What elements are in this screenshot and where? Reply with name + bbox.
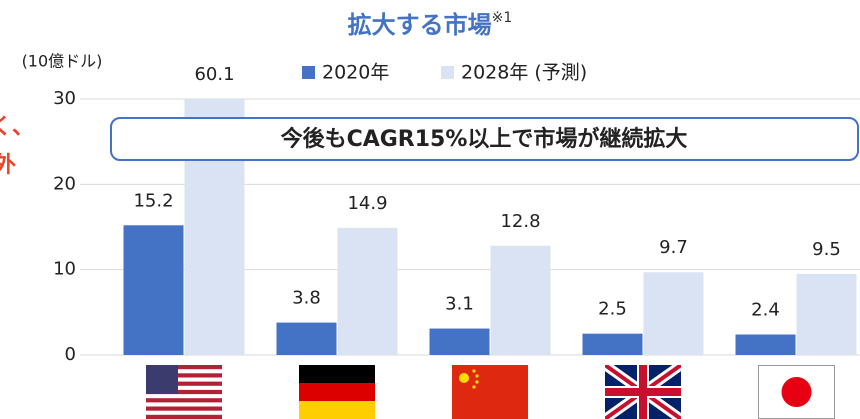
- flag-usa: [146, 365, 222, 419]
- data-label: 12.8: [500, 211, 540, 232]
- legend-swatch: [441, 66, 454, 79]
- bar: [429, 328, 490, 355]
- bar: [337, 227, 398, 355]
- data-label: 2.4: [751, 300, 780, 321]
- bar: [735, 334, 796, 355]
- title-text: 拡大する市場: [348, 11, 492, 39]
- cropped-annotation: く、: [0, 115, 34, 140]
- legend-label: 2028年 (予測): [461, 62, 587, 84]
- bar: [123, 225, 184, 355]
- data-label: 3.1: [445, 294, 474, 315]
- y-axis-label: (10億ドル): [22, 52, 103, 71]
- data-label: 15.2: [133, 190, 173, 211]
- y-tick-label: 10: [53, 259, 76, 280]
- bar: [490, 245, 551, 355]
- data-label: 9.5: [812, 239, 841, 260]
- cropped-annotation: 外: [0, 152, 16, 178]
- y-tick-label: 0: [65, 344, 76, 365]
- data-label: 14.9: [347, 193, 387, 214]
- callout-box: [110, 117, 859, 161]
- flag-germany: [299, 365, 375, 419]
- callout: 今後もCAGR15%以上で市場が継続拡大: [110, 117, 859, 161]
- flag-japan: [758, 365, 835, 419]
- callout-text: 今後もCAGR15%以上で市場が継続拡大: [281, 126, 688, 152]
- data-label: 9.7: [659, 237, 688, 258]
- bar: [184, 99, 245, 355]
- bars: [123, 99, 857, 355]
- bar: [582, 333, 643, 355]
- data-label: 2.5: [598, 299, 627, 320]
- legend-swatch: [302, 66, 315, 79]
- data-label: 3.8: [292, 288, 321, 309]
- bar: [796, 273, 857, 355]
- flag-china: [452, 365, 528, 419]
- legend-label: 2020年: [322, 62, 389, 84]
- data-label: 60.1: [194, 64, 234, 85]
- title-superscript: ※1: [492, 10, 513, 26]
- chart-title: 拡大する市場※1: [348, 10, 513, 39]
- flag-uk: [605, 365, 681, 419]
- y-tick-label: 20: [53, 173, 76, 194]
- y-tick-label: 30: [53, 88, 76, 109]
- bar: [276, 322, 337, 355]
- bar: [643, 272, 704, 355]
